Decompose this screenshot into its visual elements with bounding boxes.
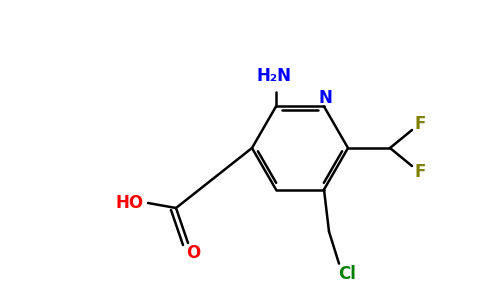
Text: N: N	[318, 89, 332, 107]
Text: F: F	[414, 115, 426, 133]
Text: F: F	[414, 163, 426, 181]
Text: Cl: Cl	[338, 265, 356, 283]
Text: HO: HO	[116, 194, 144, 212]
Text: O: O	[186, 244, 200, 262]
Text: H₂N: H₂N	[257, 68, 291, 85]
